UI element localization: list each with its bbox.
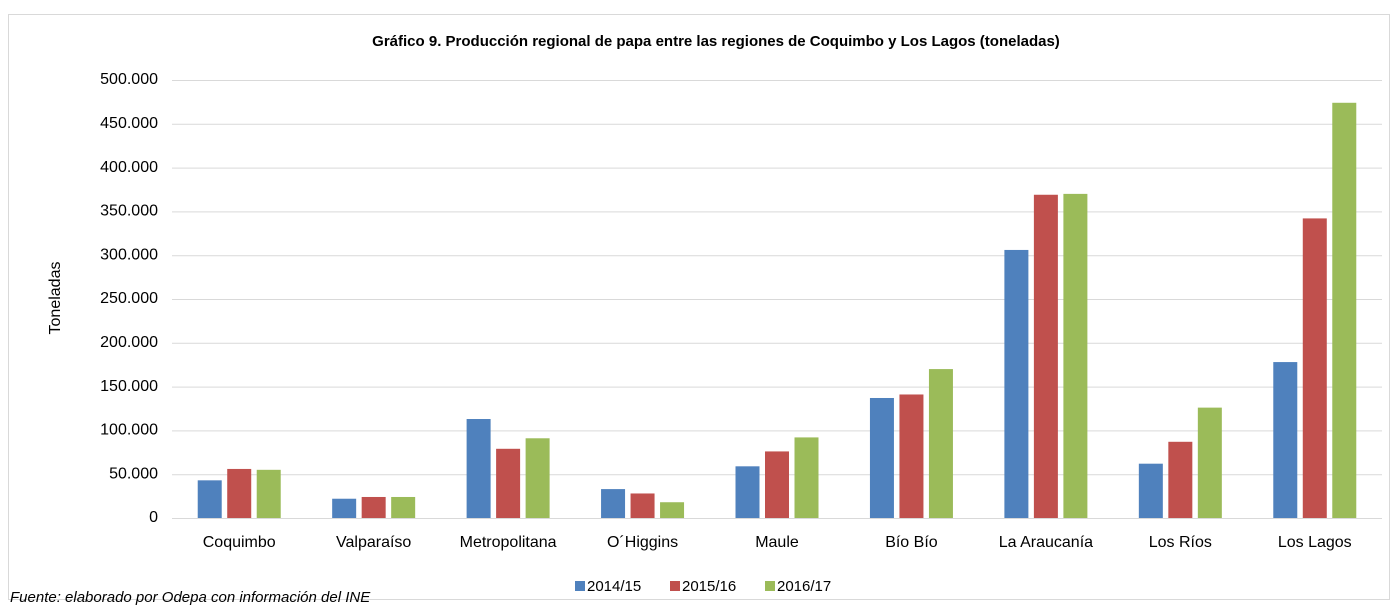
bar xyxy=(332,498,357,518)
bar xyxy=(227,468,252,518)
x-tick-label: Bío Bío xyxy=(885,534,938,551)
bar xyxy=(1033,194,1058,519)
y-tick-label: 450.000 xyxy=(100,115,158,132)
bar xyxy=(1332,102,1357,518)
y-tick-label: 50.000 xyxy=(109,465,158,482)
bar xyxy=(466,419,491,518)
y-tick-label: 250.000 xyxy=(100,290,158,307)
x-tick-label: Metropolitana xyxy=(460,534,557,551)
bar xyxy=(899,394,924,518)
x-tick-label: O´Higgins xyxy=(607,534,678,551)
chart-title: Gráfico 9. Producción regional de papa e… xyxy=(372,33,1060,50)
y-tick-label: 0 xyxy=(149,509,158,526)
y-tick-label: 100.000 xyxy=(100,422,158,439)
legend-label: 2014/15 xyxy=(587,578,641,595)
bar xyxy=(869,397,894,518)
bar xyxy=(361,496,386,518)
bar xyxy=(765,451,789,518)
bar xyxy=(197,480,222,518)
x-tick-label: Los Lagos xyxy=(1278,534,1352,551)
bar xyxy=(735,466,760,518)
bar xyxy=(630,493,655,518)
x-tick-label: La Araucanía xyxy=(999,534,1093,551)
bar xyxy=(525,438,550,518)
bar xyxy=(601,489,626,518)
y-tick-label: 350.000 xyxy=(100,203,158,220)
legend-swatch xyxy=(765,581,775,591)
y-tick-label: 400.000 xyxy=(100,159,158,176)
bar xyxy=(391,496,416,518)
bar xyxy=(1138,463,1163,518)
legend-label: 2016/17 xyxy=(777,578,831,595)
bar xyxy=(1004,249,1029,518)
bar xyxy=(256,469,281,518)
y-tick-label: 150.000 xyxy=(100,378,158,395)
bar xyxy=(660,502,685,518)
legend-swatch xyxy=(670,581,680,591)
legend-label: 2015/16 xyxy=(682,578,736,595)
y-tick-label: 200.000 xyxy=(100,334,158,351)
bar xyxy=(794,437,819,518)
bar xyxy=(1273,362,1298,518)
bar xyxy=(496,448,521,518)
source-note: Fuente: elaborado por Odepa con informac… xyxy=(10,589,371,606)
x-tick-label: Valparaíso xyxy=(336,534,411,551)
bar xyxy=(1197,407,1222,518)
bar xyxy=(1063,193,1088,518)
bar xyxy=(1168,441,1193,518)
x-tick-label: Coquimbo xyxy=(203,534,276,551)
y-axis-label: Toneladas xyxy=(47,262,64,335)
legend-swatch xyxy=(575,581,585,591)
y-tick-label: 300.000 xyxy=(100,246,158,263)
bar xyxy=(1302,218,1327,518)
x-tick-label: Los Ríos xyxy=(1149,534,1212,551)
x-tick-label: Maule xyxy=(755,534,799,551)
bar xyxy=(928,369,953,518)
y-tick-label: 500.000 xyxy=(100,71,158,88)
